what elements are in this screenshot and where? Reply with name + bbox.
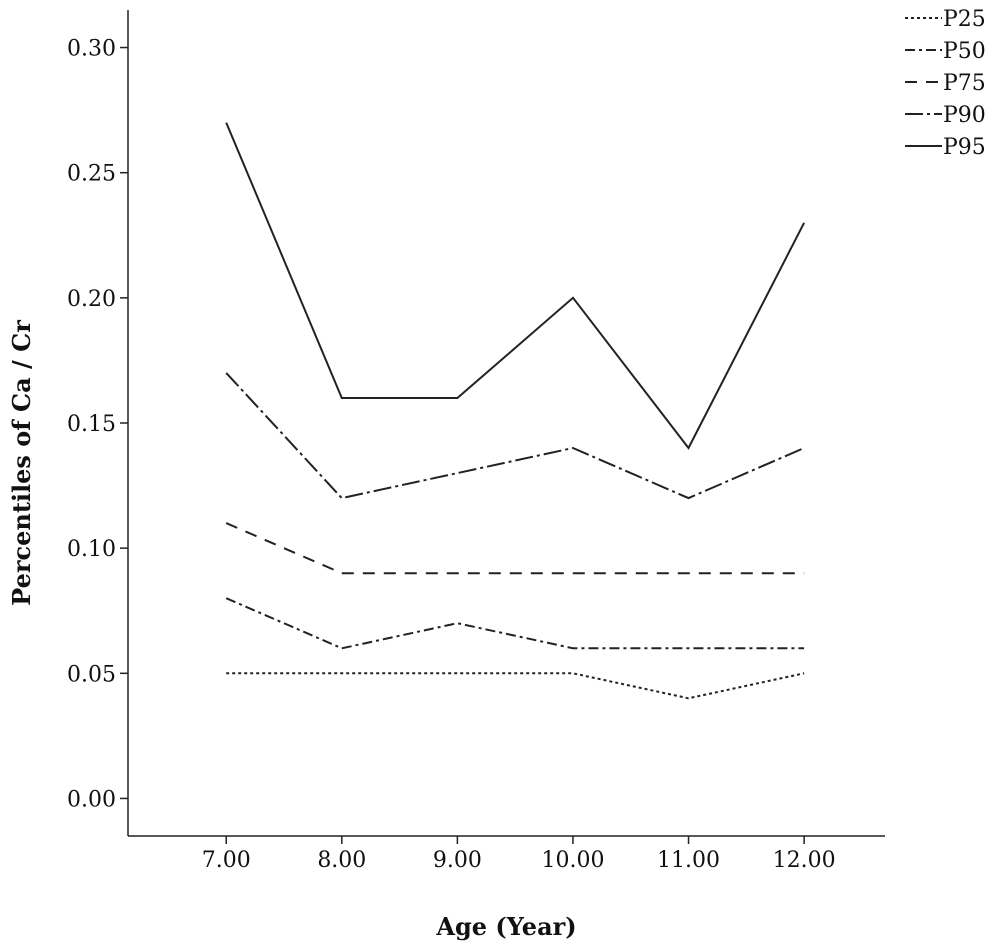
series-line-p75 <box>225 522 805 575</box>
y-tick-label: 0.30 <box>67 37 116 62</box>
x-tick-label: 7.00 <box>202 848 251 873</box>
legend: P25 P50 P75 P90 P95 <box>905 7 986 160</box>
x-tick-label: 12.00 <box>773 848 836 873</box>
legend-label-p50: P50 <box>943 39 986 64</box>
x-axis-title: Age (Year) <box>435 912 576 941</box>
legend-label-p95: P95 <box>943 135 986 160</box>
y-tick-label: 0.10 <box>67 537 116 562</box>
legend-label-p90: P90 <box>943 103 986 128</box>
series-line-p95 <box>225 122 805 450</box>
x-tick-label: 8.00 <box>317 848 366 873</box>
y-tick-label: 0.15 <box>67 412 116 437</box>
series-line-p25 <box>226 672 805 700</box>
x-axis-ticks: 7.00 8.00 9.00 10.00 11.00 12.00 <box>202 836 836 873</box>
y-tick-label: 0.00 <box>67 787 116 812</box>
y-axis-title: Percentiles of Ca / Cr <box>7 320 36 606</box>
x-tick-label: 9.00 <box>433 848 482 873</box>
legend-label-p25: P25 <box>943 7 986 32</box>
x-tick-label: 11.00 <box>657 848 720 873</box>
legend-label-p75: P75 <box>943 71 986 96</box>
axes <box>127 10 885 837</box>
series-line-p90 <box>225 372 805 500</box>
y-axis-ticks: 0.00 0.05 0.10 0.15 0.20 0.25 0.30 <box>67 37 128 812</box>
y-tick-label: 0.05 <box>67 662 116 687</box>
y-tick-label: 0.20 <box>67 287 116 312</box>
x-tick-label: 10.00 <box>541 848 604 873</box>
y-tick-label: 0.25 <box>67 162 116 187</box>
series-lines <box>225 122 805 700</box>
series-line-p50 <box>225 597 805 650</box>
